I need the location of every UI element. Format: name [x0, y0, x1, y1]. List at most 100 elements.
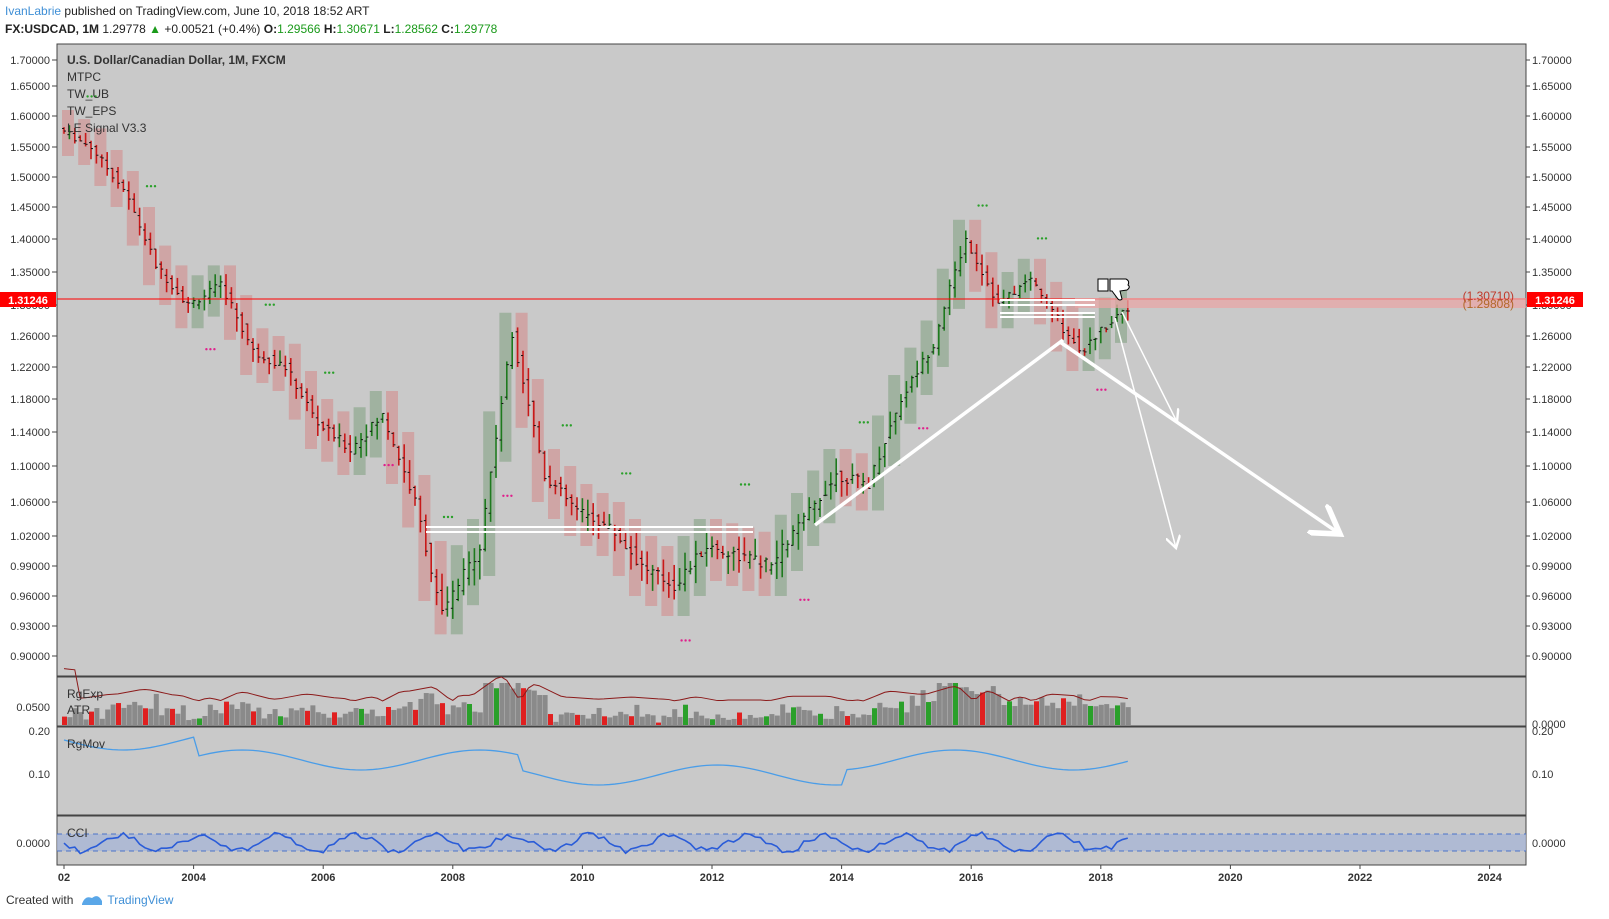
- signal-dot: [858, 421, 861, 424]
- symbol-label: FX:USDCAD, 1M: [5, 22, 100, 36]
- y-tick-right: 1.40000: [1532, 234, 1572, 246]
- mov-tick-020: 0.20: [29, 726, 50, 738]
- signal-dot: [506, 494, 509, 497]
- volume-bar: [839, 711, 845, 725]
- volume-bar: [920, 690, 926, 725]
- volume-bar: [558, 714, 564, 725]
- ribbon-block: [677, 536, 690, 616]
- ribbon-block: [207, 265, 220, 317]
- signal-dot: [213, 348, 216, 351]
- ribbon-block: [791, 493, 803, 571]
- volume-bar: [834, 706, 840, 725]
- volume-bar: [1115, 705, 1120, 725]
- chart-legend: U.S. Dollar/Canadian Dollar, 1M, FXCM MT…: [67, 53, 286, 840]
- ribbon-block: [321, 399, 334, 462]
- volume-bar: [1017, 697, 1023, 725]
- ribbon-block: [288, 343, 301, 420]
- volume-bar: [326, 717, 332, 725]
- volume-bar: [737, 712, 742, 725]
- signal-dot: [502, 494, 505, 497]
- volume-bar: [785, 712, 791, 725]
- x-tick: 2024: [1477, 872, 1502, 884]
- volume-bar: [62, 716, 67, 725]
- drawing-lines[interactable]: [426, 299, 1340, 548]
- volume-bar: [402, 706, 408, 725]
- y-tick-right: 1.10000: [1532, 461, 1572, 473]
- signal-dot: [90, 95, 93, 98]
- volume-bar: [996, 693, 1002, 725]
- x-tick: 2016: [959, 872, 983, 884]
- volume-bar: [969, 691, 975, 725]
- x-tick: 2012: [700, 872, 724, 884]
- ribbon-block: [191, 275, 204, 329]
- volume-bar: [1034, 701, 1039, 725]
- volume-bar: [623, 714, 629, 725]
- volume-bar: [310, 705, 316, 725]
- mov-pane[interactable]: [56, 726, 1527, 816]
- ribbon-block: [953, 219, 965, 309]
- volume-bar: [639, 716, 645, 725]
- signal-dot: [862, 421, 865, 424]
- price-badge-right: 1.31246: [1527, 292, 1583, 307]
- y-tick-left: 1.14000: [10, 427, 50, 439]
- ribbon-block: [434, 541, 447, 635]
- ribbon-block: [920, 320, 933, 395]
- y-tick-left: 1.10000: [10, 461, 50, 473]
- volume-bar: [602, 716, 607, 725]
- volume-bar: [78, 712, 84, 725]
- volume-bar: [137, 705, 143, 725]
- price-badge-left: 1.31246: [0, 292, 56, 307]
- ribbon-block: [645, 536, 658, 606]
- volume-bar: [445, 714, 451, 725]
- volume-bar: [1120, 702, 1126, 725]
- volume-bar: [585, 718, 591, 725]
- ribbon-block: [386, 391, 398, 484]
- ribbon-block: [467, 519, 479, 606]
- signal-dot: [977, 204, 980, 207]
- author-link[interactable]: IvanLabrie: [5, 4, 62, 18]
- signal-dot: [450, 515, 454, 519]
- signal-dot: [680, 639, 683, 642]
- signal-dot: [565, 424, 568, 427]
- svg-text:1.31246: 1.31246: [1535, 295, 1575, 307]
- ribbon-block: [62, 110, 74, 156]
- volume-bar: [537, 695, 543, 725]
- volume-bar: [931, 701, 937, 725]
- signal-dot: [743, 483, 747, 486]
- legend-indicator-mtpc: MTPC: [67, 70, 101, 84]
- y-tick-right: 1.45000: [1532, 202, 1572, 214]
- y-tick-right: 0.96000: [1532, 591, 1572, 603]
- y-tick-right: 1.02000: [1532, 531, 1572, 543]
- close-value: 1.29778: [453, 22, 498, 36]
- y-tick-right: 1.60000: [1532, 111, 1572, 123]
- volume-bar: [110, 704, 116, 725]
- ribbon-block: [531, 379, 544, 502]
- volume-bar: [364, 713, 370, 725]
- volume-bar: [391, 709, 397, 725]
- y-tick-left: 1.70000: [10, 55, 50, 67]
- ribbon-block: [839, 449, 852, 507]
- signal-dot: [268, 303, 271, 306]
- y-tick-left: 1.50000: [10, 172, 50, 184]
- volume-bar: [596, 707, 602, 725]
- ribbon-block: [337, 411, 350, 475]
- signal-dot: [747, 483, 751, 486]
- ribbon-block: [1034, 258, 1046, 325]
- ribbon-block: [612, 502, 625, 576]
- signal-dot: [209, 348, 212, 351]
- volume-bar: [774, 715, 780, 725]
- y-tick-right: 1.55000: [1532, 142, 1572, 154]
- ribbon-block: [240, 295, 253, 375]
- volume-bar: [580, 714, 586, 725]
- x-tick: 2006: [311, 872, 335, 884]
- ribbon-block: [483, 411, 496, 576]
- volume-bar: [726, 719, 732, 725]
- mov-right-tick-020: 0.20: [1532, 726, 1553, 738]
- volume-bar: [634, 704, 640, 725]
- cci-right-tick: 0.0000: [1532, 838, 1566, 850]
- volume-bar: [693, 711, 699, 725]
- ribbon-block: [256, 328, 269, 383]
- footer-brand-link[interactable]: TradingView: [107, 893, 174, 907]
- ribbon-block: [515, 312, 528, 428]
